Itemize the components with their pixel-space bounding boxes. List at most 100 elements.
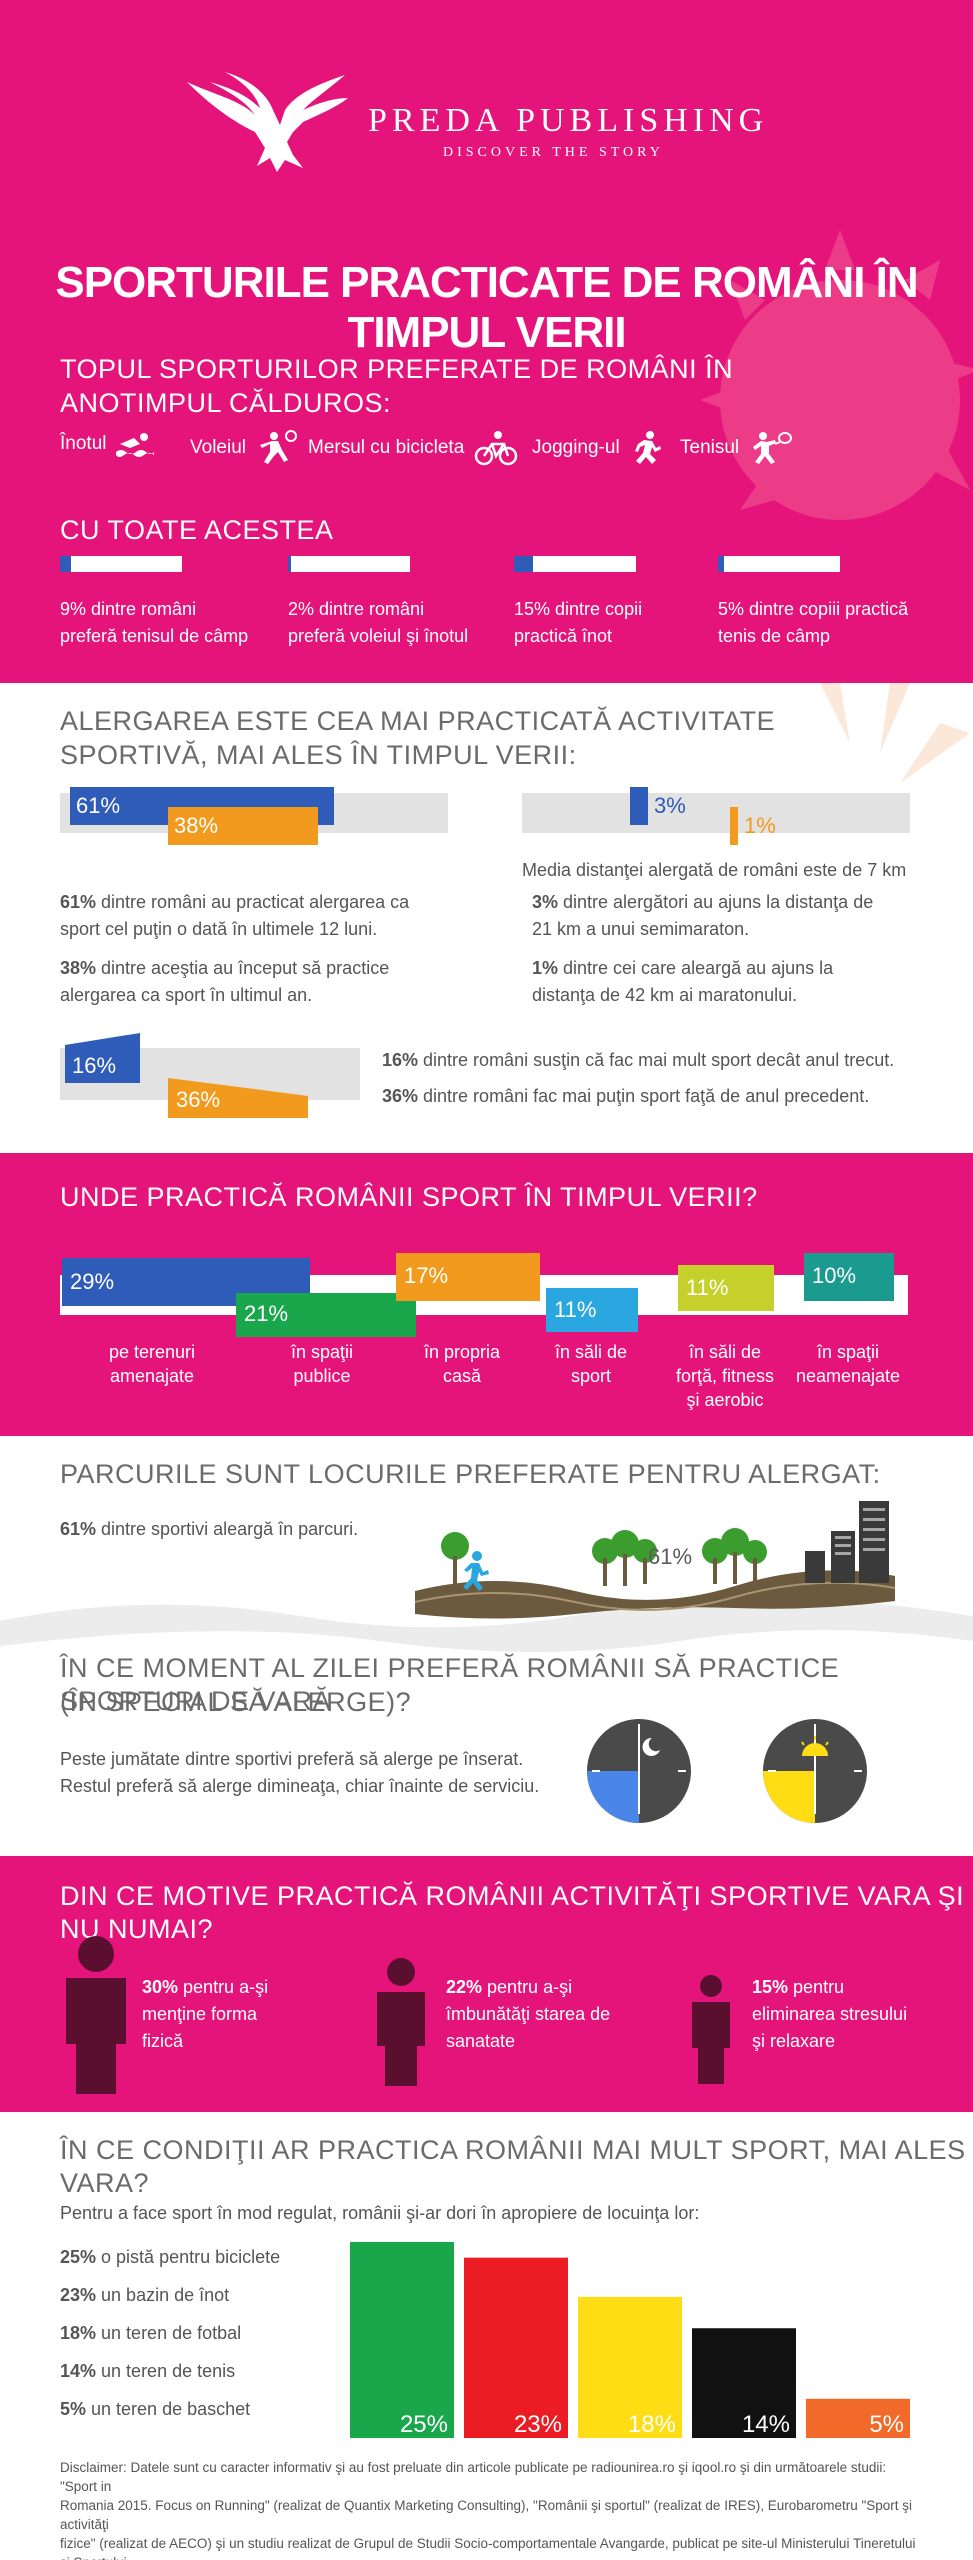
however-item: 15% dintre copii practică înot xyxy=(514,556,714,650)
reason-line: pentru a-şi xyxy=(178,1977,269,1997)
running-text: alergarea ca sport în ultimul an. xyxy=(60,985,313,1005)
places-section: UNDE PRACTICĂ ROMÂNII SPORT ÎN TIMPUL VE… xyxy=(0,1153,973,1436)
running-text-4: 1% dintre cei care aleargă au ajuns la d… xyxy=(532,955,833,1009)
however-bar-fill xyxy=(514,556,533,572)
running-section: ALERGAREA ESTE CEA MAI PRACTICATĂ ACTIVI… xyxy=(0,683,973,1153)
place-caption-line: casă xyxy=(442,1366,482,1386)
tennis-player-icon xyxy=(753,432,793,464)
condition-value: 14% xyxy=(60,2361,97,2381)
parks-value: 61% xyxy=(60,1519,97,1539)
parks-heading: PARCURILE SUNT LOCURILE PREFERATE PENTRU… xyxy=(60,1459,881,1489)
sport-cycling: Mersul cu bicicleta xyxy=(308,430,518,466)
bar-1 xyxy=(730,807,738,845)
bar-38: 38% xyxy=(168,807,318,845)
road-percentage: 61% xyxy=(648,1544,693,1569)
place-caption: în săli de forţă, fitness şi aerobic xyxy=(660,1340,790,1412)
running-text: sport cel puţin o dată în ultimele 12 lu… xyxy=(60,919,378,939)
conditions-intro: Pentru a face sport în mod regulat, româ… xyxy=(60,2203,700,2223)
bar-track xyxy=(522,793,910,833)
condition-text: un teren de tenis xyxy=(96,2361,236,2381)
however-bar-fill xyxy=(288,556,291,572)
place-caption-line: în spaţii xyxy=(290,1342,354,1362)
place-bar xyxy=(236,1293,416,1337)
running-value: 1% xyxy=(532,958,559,978)
place-caption: în spaţii neamenajate xyxy=(788,1340,908,1388)
however-bar-track xyxy=(514,556,636,572)
reason-line: eliminarea stresului xyxy=(752,2004,908,2024)
disclaimer-line: fizice" (realizat de AECO) şi un studiu … xyxy=(60,2536,916,2560)
condition-text: o pistă pentru biciclete xyxy=(96,2247,281,2267)
sport-label: Înotul xyxy=(60,433,107,454)
however-bar-fill xyxy=(60,556,71,572)
media-distance-text: Media distanţei alergată de români este … xyxy=(522,860,907,880)
condition-bar xyxy=(692,2328,796,2438)
brand-name: PREDA PUBLISHING xyxy=(368,102,769,139)
bar-3 xyxy=(630,787,648,825)
place-caption-line: neamenajate xyxy=(795,1366,901,1386)
place-caption-line: publice xyxy=(293,1366,351,1386)
volleyball-player-icon xyxy=(260,430,297,464)
sport-label: Jogging-ul xyxy=(532,437,620,458)
condition-bar-label: 25% xyxy=(400,2411,448,2438)
however-bar-fill xyxy=(718,556,724,572)
page-title: SPORTURILE PRACTICATE DE ROMÂNI ÎN TIMPU… xyxy=(55,258,918,357)
bar-36-label: 36% xyxy=(176,1087,221,1112)
condition-value: 25% xyxy=(60,2247,97,2267)
place-bar-label: 17% xyxy=(404,1263,449,1288)
condition-item: 23% un bazin de înot xyxy=(60,2276,280,2314)
condition-text: un bazin de înot xyxy=(96,2285,230,2305)
place-caption: pe terenuri amenajate xyxy=(90,1340,214,1388)
place-bar xyxy=(396,1253,540,1301)
place-caption: în săli de sport xyxy=(536,1340,646,1388)
however-text-2: tenis de câmp xyxy=(718,626,831,646)
top-sports-heading-2: ANOTIMPUL CĂLDUROS: xyxy=(60,388,392,418)
place-caption-line: pe terenuri xyxy=(108,1342,196,1362)
running-text-6: 36% dintre români fac mai puţin sport fa… xyxy=(382,1083,869,1110)
condition-value: 23% xyxy=(60,2285,97,2305)
conditions-section: ÎN CE CONDIŢII AR PRACTICA ROMÂNII MAI M… xyxy=(0,2112,973,2560)
place-bar xyxy=(546,1288,638,1332)
running-text: dintre români susţin că fac mai mult spo… xyxy=(418,1050,895,1070)
sport-label: Voleiul xyxy=(190,437,246,458)
time-text-line: Peste jumătate dintre sportivi preferă s… xyxy=(60,1749,524,1769)
bar-16-shape xyxy=(65,1033,140,1083)
reason-line: pentru xyxy=(788,1977,845,1997)
disclaimer-line: Disclaimer: Datele sunt cu caracter info… xyxy=(60,2460,887,2494)
time-text-line: Restul preferă să alerge dimineaţa, chia… xyxy=(60,1776,540,1796)
conditions-heading: ÎN CE CONDIŢII AR PRACTICA ROMÂNII MAI M… xyxy=(60,2135,966,2198)
reason-value: 30% xyxy=(142,1977,179,1997)
condition-item: 14% un teren de tenis xyxy=(60,2352,280,2390)
running-text: 21 km a unui semimaraton. xyxy=(532,919,750,939)
running-value: 16% xyxy=(382,1050,419,1070)
place-bar-label: 29% xyxy=(70,1269,115,1294)
disclaimer: Disclaimer: Datele sunt cu caracter info… xyxy=(60,2458,920,2560)
running-text: distanţa de 42 km ai maratonului. xyxy=(532,985,798,1005)
reason-line: îmbunătăţi starea de xyxy=(446,2004,611,2024)
condition-text: un teren de baschet xyxy=(86,2399,251,2419)
however-heading: CU TOATE ACESTEA xyxy=(60,515,334,545)
swimmer-icon xyxy=(116,433,155,457)
top-sports-heading-1: TOPUL SPORTURILOR PREFERATE DE ROMÂNI ÎN xyxy=(60,354,734,384)
however-text-2: preferă voleiul şi înotul xyxy=(288,626,469,646)
condition-text: un teren de fotbal xyxy=(96,2323,242,2343)
place-bar-label: 10% xyxy=(812,1263,857,1288)
reasons-section: DIN CE MOTIVE PRACTICĂ ROMÂNII ACTIVITĂŢ… xyxy=(0,1856,973,2112)
place-bar-label: 11% xyxy=(554,1297,597,1322)
condition-item: 18% un teren de fotbal xyxy=(60,2314,280,2352)
sport-label: Mersul cu bicicleta xyxy=(308,437,465,458)
bicycle-icon xyxy=(475,431,518,466)
header-section: PREDA PUBLISHING DISCOVER THE STORY SPOR… xyxy=(0,0,973,683)
sun-rays-decoration xyxy=(820,683,970,783)
condition-bar xyxy=(464,2257,568,2438)
place-caption-line: în săli de xyxy=(554,1342,628,1362)
bar-16-label: 16% xyxy=(72,1053,117,1078)
conditions-bar-chart: 25% 23% 18% 14% 5% xyxy=(350,2242,910,2438)
running-text-1: 61% dintre români au practicat alergarea… xyxy=(60,889,409,943)
condition-value: 18% xyxy=(60,2323,97,2343)
running-text: dintre cei care aleargă au ajuns la xyxy=(558,958,834,978)
condition-bar xyxy=(350,2242,454,2438)
running-text: dintre români fac mai puţin sport faţă d… xyxy=(418,1086,870,1106)
runner-icon xyxy=(634,431,661,464)
places-heading: UNDE PRACTICĂ ROMÂNII SPORT ÎN TIMPUL VE… xyxy=(60,1182,758,1212)
condition-bar-label: 14% xyxy=(742,2411,790,2438)
